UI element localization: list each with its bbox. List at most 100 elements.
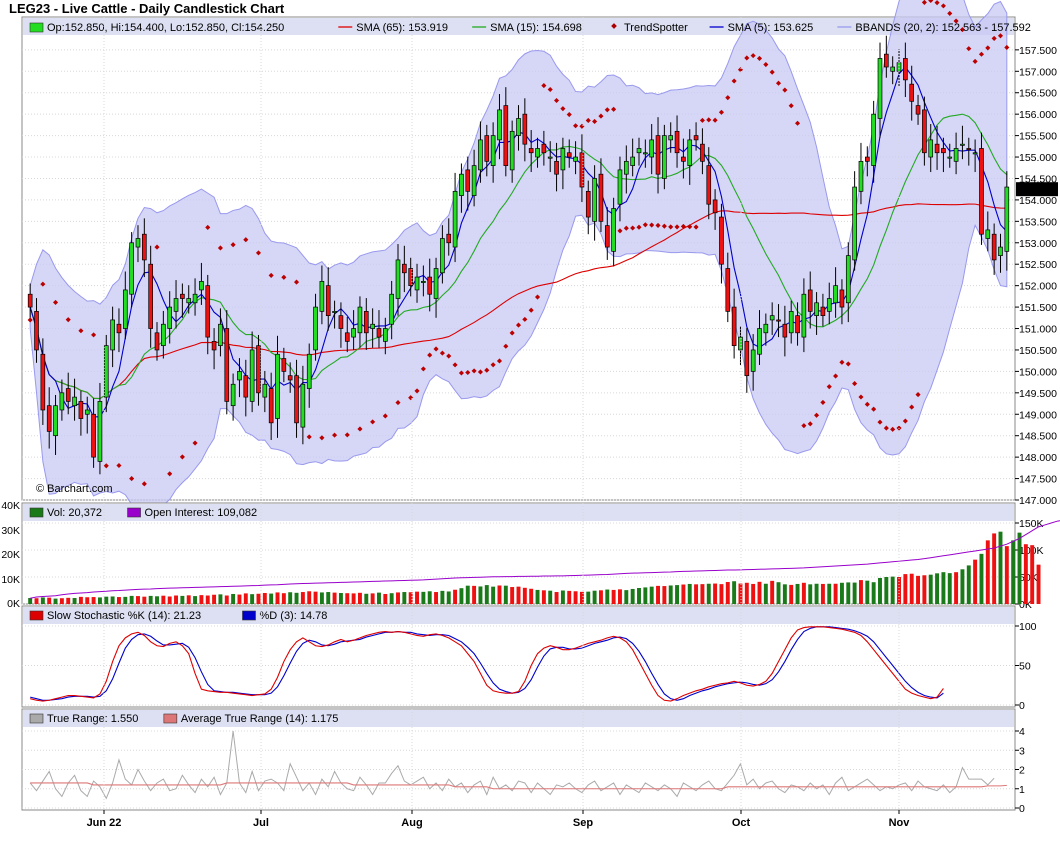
volume-bar bbox=[713, 583, 718, 604]
candle-up bbox=[370, 323, 375, 329]
candle-up bbox=[59, 392, 65, 411]
last-price-flag bbox=[1016, 182, 1058, 197]
volume-bar bbox=[1030, 545, 1035, 604]
volume-bar bbox=[453, 589, 458, 604]
volume-bar bbox=[1023, 544, 1028, 604]
candle-up bbox=[97, 401, 103, 462]
candle-down bbox=[598, 173, 604, 222]
candle-up bbox=[509, 130, 515, 171]
trendspotter-marker bbox=[281, 274, 287, 280]
volume-bar bbox=[573, 591, 578, 604]
price-legend-label: BBANDS (20, 2): 152.563 - 157.592 bbox=[855, 22, 1031, 34]
candle-down bbox=[402, 263, 407, 274]
candle-up bbox=[389, 293, 394, 325]
volume-bar bbox=[503, 585, 508, 604]
volume-bar bbox=[72, 598, 77, 604]
candle-down bbox=[243, 375, 249, 398]
price-legend-label: SMA (5): 153.625 bbox=[728, 22, 814, 34]
volume-bar bbox=[795, 583, 800, 604]
trendspotter-marker bbox=[877, 419, 883, 425]
candle-down bbox=[287, 375, 293, 381]
volume-left-axis-label: 20K bbox=[1, 549, 20, 561]
volume-bar bbox=[675, 585, 680, 604]
trendspotter-marker bbox=[268, 272, 274, 278]
volume-bar bbox=[852, 582, 857, 604]
candle-down bbox=[281, 358, 287, 372]
volume-bar bbox=[497, 585, 502, 604]
volume-bar bbox=[618, 589, 622, 604]
candle-up bbox=[383, 328, 388, 342]
candle-down bbox=[325, 285, 331, 317]
price-axis-label: 147.500 bbox=[1019, 474, 1057, 486]
candle-down bbox=[554, 160, 559, 175]
stochastic-legend-label: %D (3): 14.78 bbox=[260, 610, 328, 622]
volume-bar bbox=[738, 583, 743, 604]
candle-down bbox=[706, 165, 712, 205]
volume-bar bbox=[732, 581, 737, 604]
x-axis-label: Nov bbox=[889, 817, 911, 829]
volume-bar bbox=[85, 597, 90, 604]
candle-up bbox=[471, 165, 477, 196]
volume-bar bbox=[586, 591, 591, 604]
volume-bar bbox=[427, 591, 432, 604]
volume-bar bbox=[858, 580, 863, 604]
true-range-legend-label: Average True Range (14): 1.175 bbox=[181, 713, 339, 725]
trendspotter-marker bbox=[649, 222, 655, 228]
trendspotter-marker bbox=[503, 343, 509, 349]
candle-up bbox=[535, 148, 540, 158]
volume-bar bbox=[643, 587, 648, 604]
trendspotter-marker bbox=[395, 400, 401, 406]
candle-up bbox=[167, 306, 173, 329]
candle-down bbox=[427, 276, 433, 295]
candle-down bbox=[528, 148, 534, 154]
volume-bar bbox=[510, 587, 515, 604]
candle-up bbox=[414, 276, 420, 291]
true-range-axis-label: 3 bbox=[1019, 745, 1025, 757]
candle-up bbox=[459, 173, 464, 196]
volume-bar bbox=[370, 593, 375, 604]
trendspotter-marker bbox=[839, 359, 845, 365]
volume-bar bbox=[966, 565, 971, 604]
volume-bar bbox=[104, 596, 109, 604]
volume-bar bbox=[801, 582, 806, 604]
candle-up bbox=[332, 311, 337, 313]
candle-down bbox=[338, 315, 344, 329]
price-axis-label: 157.000 bbox=[1019, 66, 1057, 78]
volume-bar bbox=[1036, 564, 1041, 604]
volume-bar bbox=[250, 594, 255, 604]
volume-bar bbox=[294, 592, 299, 604]
candle-down bbox=[731, 306, 737, 347]
volume-bar bbox=[440, 590, 445, 604]
volume-bar bbox=[909, 573, 914, 604]
trendspotter-marker bbox=[433, 346, 439, 352]
candle-up bbox=[623, 160, 629, 175]
volume-legend-label: Vol: 20,372 bbox=[47, 507, 102, 519]
x-axis-label: Oct bbox=[732, 817, 751, 829]
price-axis-label: 148.500 bbox=[1019, 431, 1057, 443]
volume-bar bbox=[694, 584, 699, 604]
candle-down bbox=[909, 83, 915, 102]
volume-bar bbox=[269, 593, 274, 604]
candle-up bbox=[313, 306, 318, 351]
volume-bar bbox=[167, 596, 172, 604]
candle-up bbox=[300, 383, 306, 428]
price-axis-label: 150.500 bbox=[1019, 345, 1057, 357]
candle-down bbox=[604, 225, 610, 248]
volume-bar bbox=[186, 595, 191, 604]
candle-up bbox=[103, 345, 109, 398]
candle-up bbox=[617, 169, 623, 205]
candle-down bbox=[503, 105, 509, 166]
volume-bar bbox=[338, 593, 343, 604]
candle-down bbox=[903, 58, 908, 81]
trendspotter-marker bbox=[820, 399, 826, 405]
volume-bar bbox=[725, 582, 730, 604]
trendspotter-marker bbox=[693, 224, 699, 230]
trendspotter-marker bbox=[477, 369, 483, 375]
atr-line bbox=[30, 782, 1007, 790]
volume-bar bbox=[954, 572, 959, 604]
trendspotter-marker bbox=[515, 322, 522, 328]
candle-down bbox=[211, 341, 217, 351]
candle-up bbox=[858, 160, 864, 192]
candle-up bbox=[262, 383, 268, 398]
volume-bar bbox=[656, 585, 660, 604]
